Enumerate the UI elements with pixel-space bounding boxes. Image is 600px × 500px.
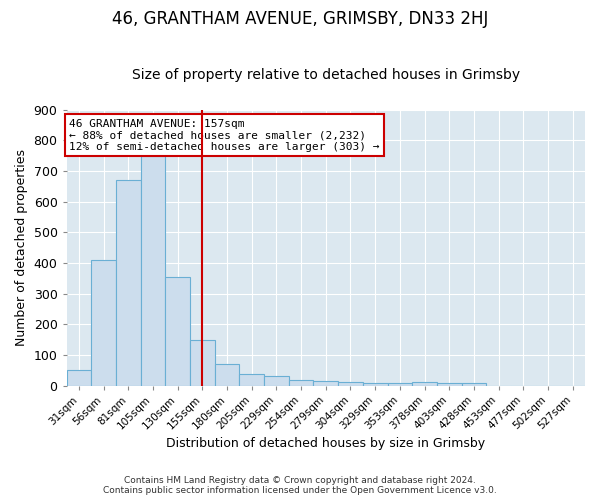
Text: 46 GRANTHAM AVENUE: 157sqm
← 88% of detached houses are smaller (2,232)
12% of s: 46 GRANTHAM AVENUE: 157sqm ← 88% of deta…	[69, 119, 380, 152]
Bar	[67, 370, 91, 386]
Bar	[215, 364, 239, 386]
Bar	[190, 340, 215, 386]
Bar	[239, 374, 264, 386]
Bar	[140, 156, 166, 386]
Bar	[264, 376, 289, 386]
Text: 46, GRANTHAM AVENUE, GRIMSBY, DN33 2HJ: 46, GRANTHAM AVENUE, GRIMSBY, DN33 2HJ	[112, 10, 488, 28]
Text: Contains HM Land Registry data © Crown copyright and database right 2024.
Contai: Contains HM Land Registry data © Crown c…	[103, 476, 497, 495]
X-axis label: Distribution of detached houses by size in Grimsby: Distribution of detached houses by size …	[166, 437, 485, 450]
Title: Size of property relative to detached houses in Grimsby: Size of property relative to detached ho…	[132, 68, 520, 82]
Bar	[363, 383, 388, 386]
Y-axis label: Number of detached properties: Number of detached properties	[15, 149, 28, 346]
Bar	[313, 382, 338, 386]
Bar	[91, 260, 116, 386]
Bar	[461, 383, 486, 386]
Bar	[338, 382, 363, 386]
Bar	[388, 383, 412, 386]
Bar	[412, 382, 437, 386]
Bar	[116, 180, 140, 386]
Bar	[166, 276, 190, 386]
Bar	[437, 383, 461, 386]
Bar	[289, 380, 313, 386]
